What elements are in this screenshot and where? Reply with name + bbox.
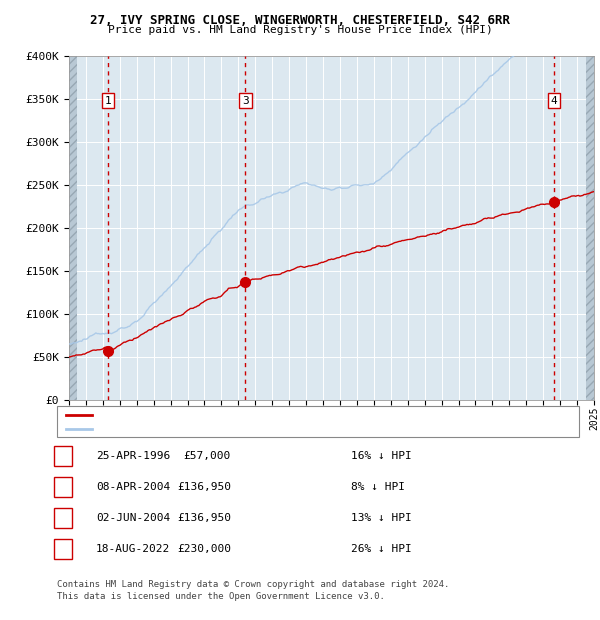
Text: £136,950: £136,950: [177, 482, 231, 492]
Text: 3: 3: [59, 513, 67, 523]
Text: 2: 2: [59, 482, 67, 492]
Text: 02-JUN-2004: 02-JUN-2004: [96, 513, 170, 523]
Text: £230,000: £230,000: [177, 544, 231, 554]
Text: 4: 4: [550, 95, 557, 105]
Text: 27, IVY SPRING CLOSE, WINGERWORTH, CHESTERFIELD, S42 6RR: 27, IVY SPRING CLOSE, WINGERWORTH, CHEST…: [90, 14, 510, 27]
Text: 26% ↓ HPI: 26% ↓ HPI: [351, 544, 412, 554]
Text: HPI: Average price, detached house, North East Derbyshire: HPI: Average price, detached house, Nort…: [96, 425, 424, 434]
Text: Contains HM Land Registry data © Crown copyright and database right 2024.: Contains HM Land Registry data © Crown c…: [57, 580, 449, 588]
Text: 25-APR-1996: 25-APR-1996: [96, 451, 170, 461]
Text: 3: 3: [242, 95, 249, 105]
Text: Price paid vs. HM Land Registry's House Price Index (HPI): Price paid vs. HM Land Registry's House …: [107, 25, 493, 35]
Text: 08-APR-2004: 08-APR-2004: [96, 482, 170, 492]
Text: £136,950: £136,950: [177, 513, 231, 523]
Text: 13% ↓ HPI: 13% ↓ HPI: [351, 513, 412, 523]
Text: 18-AUG-2022: 18-AUG-2022: [96, 544, 170, 554]
Text: This data is licensed under the Open Government Licence v3.0.: This data is licensed under the Open Gov…: [57, 592, 385, 601]
Text: 8% ↓ HPI: 8% ↓ HPI: [351, 482, 405, 492]
Bar: [586, 56, 594, 400]
Text: £57,000: £57,000: [184, 451, 231, 461]
Text: 16% ↓ HPI: 16% ↓ HPI: [351, 451, 412, 461]
Text: 27, IVY SPRING CLOSE, WINGERWORTH, CHESTERFIELD, S42 6RR (detached house): 27, IVY SPRING CLOSE, WINGERWORTH, CHEST…: [96, 410, 516, 419]
Text: 1: 1: [59, 451, 67, 461]
Bar: [69, 56, 77, 400]
Text: 1: 1: [105, 95, 112, 105]
Text: 4: 4: [59, 544, 67, 554]
